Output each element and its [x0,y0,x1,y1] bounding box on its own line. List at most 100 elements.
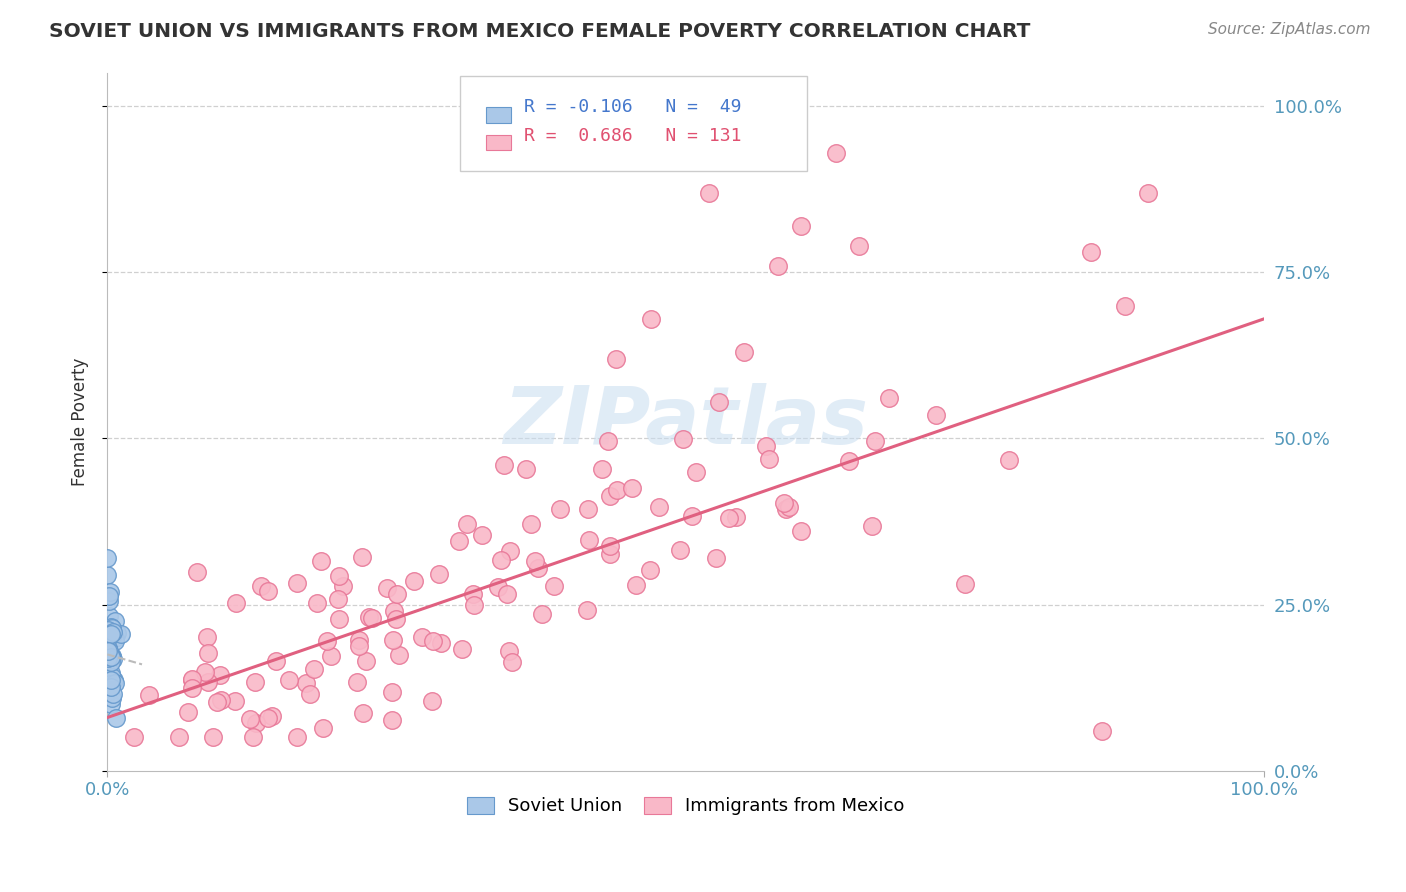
Point [243,674,266,689]
Point [494,458,516,472]
Point [524,554,547,568]
Point [97,668,120,682]
Point [169,731,191,745]
Point [527,561,550,575]
Point [382,632,405,647]
Point [225,596,247,610]
Point [575,603,598,617]
Point [578,533,600,548]
Point [648,500,671,515]
Point [463,598,485,612]
Point [605,351,627,366]
Point [717,511,740,525]
Point [97,623,120,637]
Point [925,408,948,422]
Point [599,539,621,553]
Point [100,627,122,641]
Point [100,651,122,665]
Point [863,434,886,449]
Point [672,432,695,446]
Point [177,706,200,720]
Point [706,550,728,565]
Point [101,687,124,701]
Point [105,625,128,640]
Point [257,584,280,599]
Point [97,644,120,658]
Point [194,665,217,679]
Point [197,647,219,661]
Point [860,519,883,533]
FancyBboxPatch shape [485,135,510,151]
Point [768,259,790,273]
Point [242,731,264,745]
Point [375,581,398,595]
Point [1137,186,1160,200]
Point [606,483,628,497]
Point [733,345,755,359]
Point [773,496,796,510]
Point [724,510,747,524]
Point [257,711,280,725]
Point [311,721,333,735]
Point [100,680,122,694]
Point [1091,723,1114,738]
Point [100,697,122,711]
Point [382,604,405,618]
Point [97,640,120,655]
Point [388,648,411,662]
Point [101,621,124,635]
Point [346,675,368,690]
Point [758,451,780,466]
Point [456,516,478,531]
Point [98,609,121,624]
Point [208,668,231,682]
Point [501,655,523,669]
Point [285,576,308,591]
Point [707,395,730,409]
Point [697,186,720,200]
Point [471,527,494,541]
Point [101,649,124,664]
Point [1114,299,1136,313]
FancyBboxPatch shape [460,77,807,170]
Point [305,596,328,610]
Point [620,481,643,495]
Point [599,489,621,503]
Point [591,462,613,476]
Point [101,624,124,639]
Point [100,665,122,680]
Y-axis label: Female Poverty: Female Poverty [72,358,89,486]
Point [381,684,404,698]
Point [100,673,122,688]
Point [953,577,976,591]
Point [181,673,204,687]
Point [98,643,121,657]
Point [778,500,800,514]
Point [461,587,484,601]
Point [97,641,120,656]
Point [411,631,433,645]
Point [489,552,512,566]
Point [138,688,160,702]
Point [294,675,316,690]
Point [520,516,543,531]
Point [685,465,707,479]
Point [97,627,120,641]
Point [638,563,661,577]
Text: ZIPatlas: ZIPatlas [503,383,868,461]
Point [361,611,384,625]
Point [640,311,662,326]
Point [309,554,332,568]
Point [357,610,380,624]
Point [103,631,125,645]
Point [197,674,219,689]
Point [104,710,127,724]
Point [332,579,354,593]
Point [104,634,127,648]
Point [576,502,599,516]
Point [262,708,284,723]
Point [848,239,870,253]
Point [97,648,120,663]
Point [277,673,299,687]
FancyBboxPatch shape [485,107,510,122]
